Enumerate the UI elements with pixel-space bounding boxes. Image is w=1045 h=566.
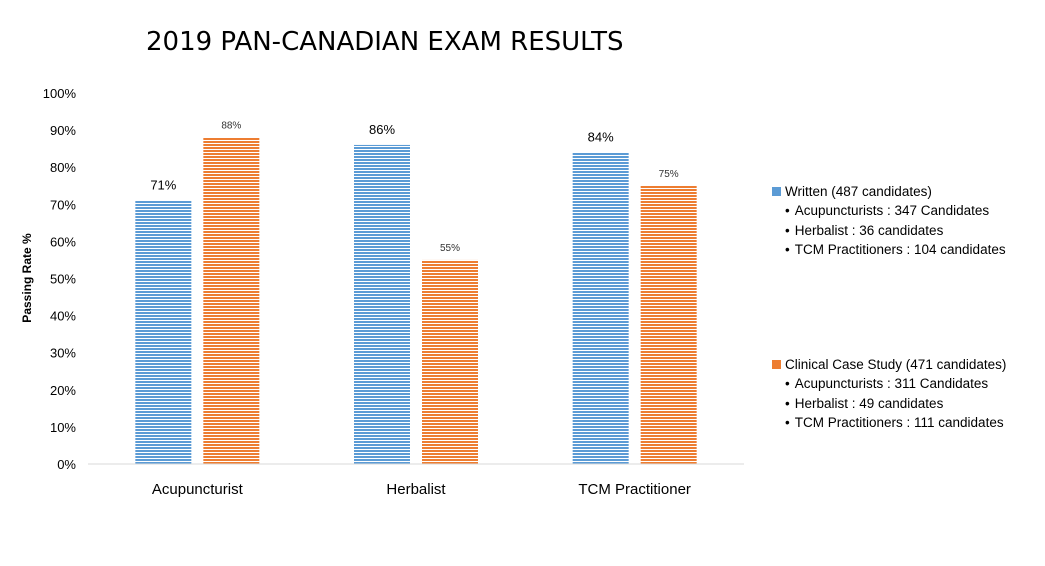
bar-written-1 [354, 144, 410, 464]
legend-details: Acupuncturists : 311 Candidates Herbalis… [772, 374, 1042, 433]
data-labels: 71% 88% 86% 55% 84% 75% [150, 121, 678, 254]
data-label: 88% [221, 121, 241, 132]
y-tick-label: 100% [43, 86, 77, 101]
data-label: 75% [659, 169, 679, 180]
y-tick-label: 70% [50, 197, 76, 212]
legend-entry: Clinical Case Study (471 candidates) [772, 354, 1042, 374]
x-category-label: Acupuncturist [152, 481, 244, 498]
y-tick-label: 50% [50, 272, 76, 287]
y-tick-label: 10% [50, 420, 76, 435]
y-axis-ticks: 0% 10% 20% 30% 40% 50% 60% 70% 80% 90% 100% [43, 86, 77, 472]
legend-label: Written (487 candidates) [785, 183, 932, 199]
data-label: 84% [588, 129, 614, 144]
legend-entry: Written (487 candidates) [772, 181, 1042, 201]
legend-detail-item: Acupuncturists : 311 Candidates [795, 374, 1042, 394]
legend-details: Acupuncturists : 347 Candidates Herbalis… [772, 201, 1042, 260]
data-label: 71% [150, 178, 176, 193]
y-tick-label: 30% [50, 346, 76, 361]
y-tick-label: 80% [50, 160, 76, 175]
x-axis-categories: Acupuncturist Herbalist TCM Practitioner [152, 481, 691, 498]
bars [135, 137, 697, 465]
legend-written: Written (487 candidates) Acupuncturists … [772, 181, 1042, 260]
y-axis-label: Passing Rate % [20, 233, 34, 323]
data-label: 55% [440, 243, 460, 254]
legend-detail-item: Acupuncturists : 347 Candidates [795, 201, 1042, 221]
legend-detail-item: TCM Practitioners : 104 candidates [795, 240, 1042, 260]
bar-clinical-2 [640, 185, 697, 464]
y-tick-label: 20% [50, 383, 76, 398]
y-tick-label: 40% [50, 309, 76, 324]
y-tick-label: 0% [57, 457, 76, 472]
bar-written-0 [135, 200, 192, 464]
x-category-label: Herbalist [386, 481, 446, 498]
y-tick-label: 90% [50, 123, 76, 138]
legend-swatch-orange [772, 359, 781, 369]
legend-detail-item: TCM Practitioners : 111 candidates [795, 413, 1042, 433]
y-tick-label: 60% [50, 234, 76, 249]
legend-detail-item: Herbalist : 49 candidates [795, 394, 1042, 414]
bar-written-2 [572, 152, 629, 465]
legend-detail-item: Herbalist : 36 candidates [795, 221, 1042, 241]
x-category-label: TCM Practitioner [578, 481, 691, 498]
legend-label: Clinical Case Study (471 candidates) [785, 356, 1007, 372]
bar-clinical-0 [203, 137, 260, 464]
legend-swatch-blue [772, 186, 781, 196]
data-label: 86% [369, 122, 395, 137]
legend-clinical-case-study: Clinical Case Study (471 candidates) Acu… [772, 354, 1042, 433]
bar-clinical-1 [422, 259, 478, 464]
chart-title: 2019 PAN-CANADIAN EXAM RESULTS [146, 27, 623, 57]
